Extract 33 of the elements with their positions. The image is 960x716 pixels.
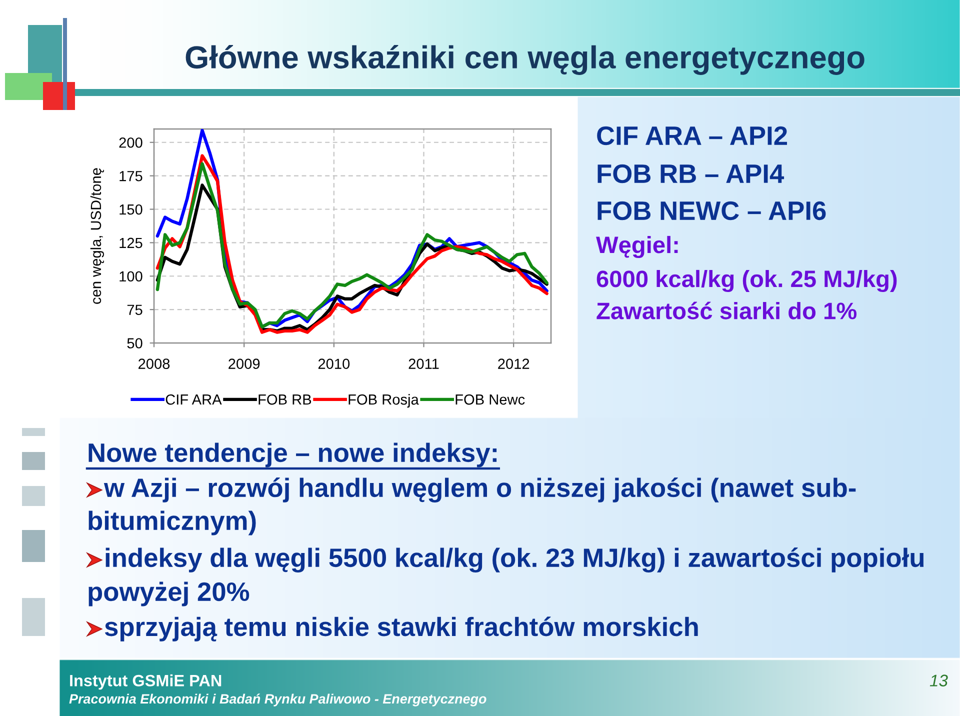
y-tick-label: 100 — [120, 271, 142, 282]
text: 13 — [930, 674, 948, 686]
text: bitumicznym) — [88, 510, 256, 536]
x-tick-label: 2011 — [408, 358, 439, 369]
text: Pracownia Ekonomiki i Badań Rynku Paliwowo - Energetycznego — [69, 694, 486, 706]
text: FOB RB – API4 — [598, 164, 784, 184]
text: Zawartość siarki do 1% — [596, 302, 857, 320]
x-tick-label: 2012 — [498, 358, 530, 369]
text: w Azji – rozwój handlu węglem o niższej jakości (nawet sub- — [104, 478, 856, 502]
x-tick-label: 2009 — [228, 358, 260, 369]
legend-label: CIF ARA — [166, 394, 222, 405]
text: FOB NEWC – API6 — [598, 201, 826, 220]
text: sprzyjają temu niskie stawki frachtów morskich — [104, 616, 698, 642]
y-tick-label: 125 — [120, 238, 142, 248]
legend-label: FOB Rosja — [348, 394, 419, 408]
y-tick-label: 75 — [127, 304, 142, 315]
text: 6000 kcal/kg (ok. 25 MJ/kg) — [596, 270, 897, 292]
text: Węgiel: — [596, 236, 678, 258]
y-tick-label: 50 — [127, 338, 142, 348]
text: Instytut GSMiE PAN — [70, 674, 222, 690]
y-tick-label: 150 — [120, 204, 142, 215]
chart-title: Główne wskaźniki cen węgla energetycznego — [186, 45, 864, 75]
legend-label: FOB RB — [258, 394, 312, 405]
y-axis-title: cen węgla, USD/tonę — [90, 168, 104, 304]
text: powyżej 20% — [88, 582, 250, 606]
text: indeksy dla węgli 5500 kcal/kg (ok. 23 MJ/kg) i zawartości popiołu — [106, 548, 924, 572]
x-tick-label: 2008 — [138, 358, 170, 369]
x-tick-label: 2010 — [318, 358, 350, 369]
y-tick-label: 175 — [120, 171, 142, 182]
text: CIF ARA – API2 — [597, 126, 787, 146]
legend-label: FOB Newc — [456, 394, 525, 405]
text: Nowe tendencje – nowe indeksy: — [88, 442, 497, 468]
y-tick-label: 200 — [119, 137, 142, 148]
